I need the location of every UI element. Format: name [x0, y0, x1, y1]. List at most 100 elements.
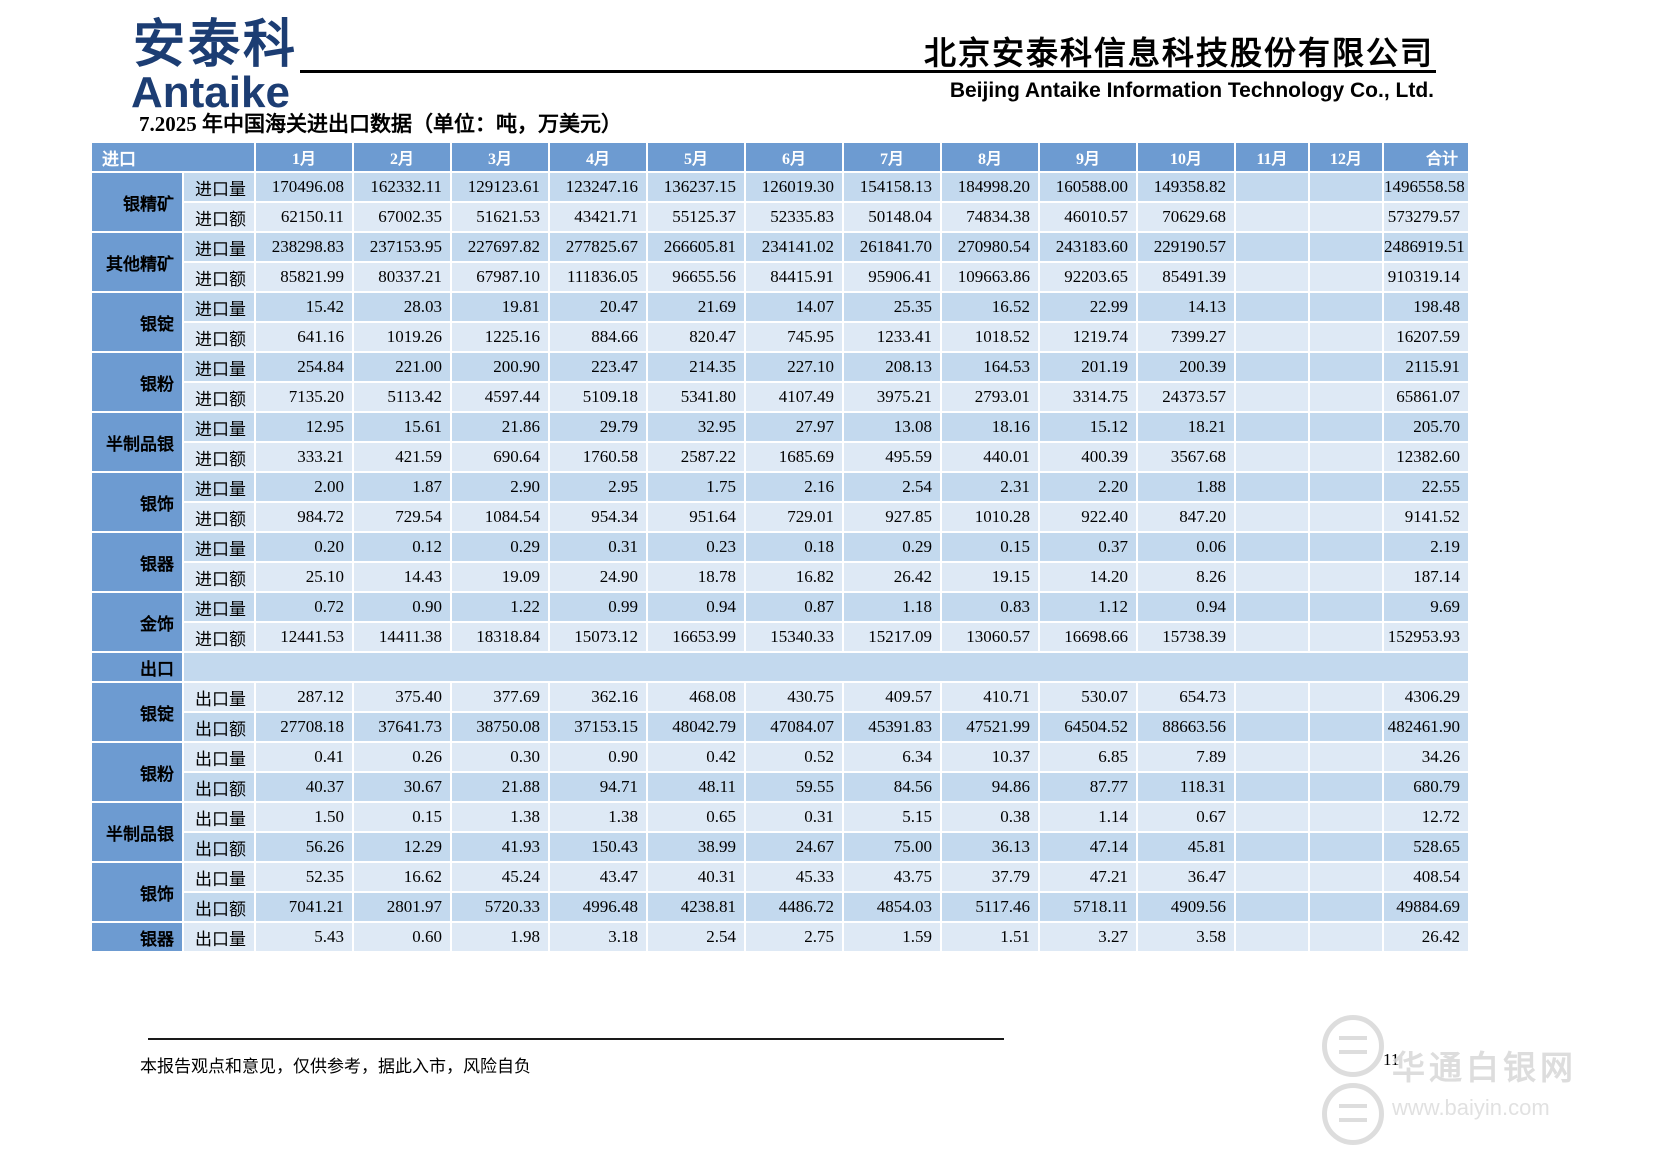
value-cell: 7135.20	[254, 381, 354, 413]
value-cell: 227697.82	[450, 231, 550, 263]
table-row: 金饰 进口量 0.72 0.90 1.22 0.99 0.94 0.87 1.18 0.83 1.1…	[90, 591, 1470, 653]
value-cell: 16.82	[744, 561, 844, 593]
metric-label: 进口量	[182, 231, 256, 263]
value-cell: 5109.18	[548, 381, 648, 413]
value-cell: 162332.11	[352, 171, 452, 203]
value-cell: 3314.75	[1038, 381, 1138, 413]
value-cell: 51621.53	[450, 201, 550, 233]
value-cell: 15340.33	[744, 621, 844, 653]
antaike-logo-en: Antaike	[131, 68, 290, 117]
value-cell	[1234, 231, 1310, 263]
value-cell: 922.40	[1038, 501, 1138, 533]
value-cell	[1308, 531, 1384, 563]
value-cell: 109663.86	[940, 261, 1040, 293]
table-row: 银器 进口量 0.20 0.12 0.29 0.31 0.23 0.18 0.29 0.15 0.3…	[90, 531, 1470, 593]
total-cell: 910319.14	[1382, 261, 1470, 293]
value-cell: 4107.49	[744, 381, 844, 413]
value-cell: 38.99	[646, 831, 746, 863]
metric-label: 出口额	[182, 891, 256, 923]
month-header: 10月	[1136, 141, 1236, 173]
value-cell	[1234, 291, 1310, 323]
value-cell: 0.12	[352, 531, 452, 563]
total-cell: 482461.90	[1382, 711, 1470, 743]
value-cell	[1234, 171, 1310, 203]
product-label: 半制品银	[90, 801, 184, 863]
value-cell: 287.12	[254, 681, 354, 713]
total-cell: 1496558.58	[1382, 171, 1470, 203]
product-label: 金饰	[90, 591, 184, 653]
value-cell: 12441.53	[254, 621, 354, 653]
product-label: 银器	[90, 921, 184, 953]
section-band	[182, 651, 1470, 683]
value-cell: 4909.56	[1136, 891, 1236, 923]
value-cell	[1234, 381, 1310, 413]
total-cell: 2115.91	[1382, 351, 1470, 383]
value-cell	[1234, 831, 1310, 863]
total-cell: 187.14	[1382, 561, 1470, 593]
value-cell: 55125.37	[646, 201, 746, 233]
value-cell: 24.67	[744, 831, 844, 863]
metric-label: 进口额	[182, 201, 256, 233]
value-cell	[1234, 711, 1310, 743]
value-cell: 37153.15	[548, 711, 648, 743]
value-cell: 15.12	[1038, 411, 1138, 443]
value-cell	[1308, 801, 1384, 833]
value-cell: 0.15	[352, 801, 452, 833]
metric-label: 出口额	[182, 711, 256, 743]
value-cell: 400.39	[1038, 441, 1138, 473]
value-cell: 0.38	[940, 801, 1040, 833]
value-cell: 14411.38	[352, 621, 452, 653]
value-cell	[1234, 351, 1310, 383]
watermark: 华通白银网 www.baiyin.com	[1322, 1015, 1622, 1145]
value-cell: 201.19	[1038, 351, 1138, 383]
value-cell: 2587.22	[646, 441, 746, 473]
month-header: 3月	[450, 141, 550, 173]
value-cell: 0.90	[548, 741, 648, 773]
value-cell: 1.87	[352, 471, 452, 503]
value-cell: 0.18	[744, 531, 844, 563]
table-row: 银粉 进口量 254.84 221.00 200.90 223.47 214.35 227.1…	[90, 351, 1470, 413]
value-cell: 1760.58	[548, 441, 648, 473]
value-cell: 4486.72	[744, 891, 844, 923]
value-cell: 4854.03	[842, 891, 942, 923]
total-cell: 12382.60	[1382, 441, 1470, 473]
total-cell: 34.26	[1382, 741, 1470, 773]
metric-label: 进口额	[182, 621, 256, 653]
product-label: 银饰	[90, 471, 184, 533]
value-cell: 45.33	[744, 861, 844, 893]
value-cell: 18.21	[1136, 411, 1236, 443]
value-cell: 10.37	[940, 741, 1040, 773]
antaike-logo-cn: 安泰科	[133, 16, 299, 74]
value-cell: 32.95	[646, 411, 746, 443]
value-cell: 47.21	[1038, 861, 1138, 893]
value-cell: 238298.83	[254, 231, 354, 263]
value-cell	[1234, 681, 1310, 713]
value-cell: 729.54	[352, 501, 452, 533]
value-cell: 37641.73	[352, 711, 452, 743]
value-cell: 745.95	[744, 321, 844, 353]
month-header: 7月	[842, 141, 942, 173]
metric-label: 出口量	[182, 921, 256, 953]
value-cell: 43.75	[842, 861, 942, 893]
value-cell: 1084.54	[450, 501, 550, 533]
value-cell	[1308, 441, 1384, 473]
value-cell: 5341.80	[646, 381, 746, 413]
value-cell: 84415.91	[744, 261, 844, 293]
value-cell	[1234, 261, 1310, 293]
value-cell: 160588.00	[1038, 171, 1138, 203]
value-cell: 237153.95	[352, 231, 452, 263]
value-cell: 170496.08	[254, 171, 354, 203]
value-cell: 16.62	[352, 861, 452, 893]
value-cell: 85491.39	[1136, 261, 1236, 293]
value-cell: 184998.20	[940, 171, 1040, 203]
total-cell: 9141.52	[1382, 501, 1470, 533]
value-cell: 59.55	[744, 771, 844, 803]
total-cell: 2486919.51	[1382, 231, 1470, 263]
total-cell: 12.72	[1382, 801, 1470, 833]
value-cell: 70629.68	[1136, 201, 1236, 233]
value-cell: 24.90	[548, 561, 648, 593]
watermark-site-url: www.baiyin.com	[1392, 1095, 1550, 1120]
value-cell	[1308, 681, 1384, 713]
value-cell: 440.01	[940, 441, 1040, 473]
